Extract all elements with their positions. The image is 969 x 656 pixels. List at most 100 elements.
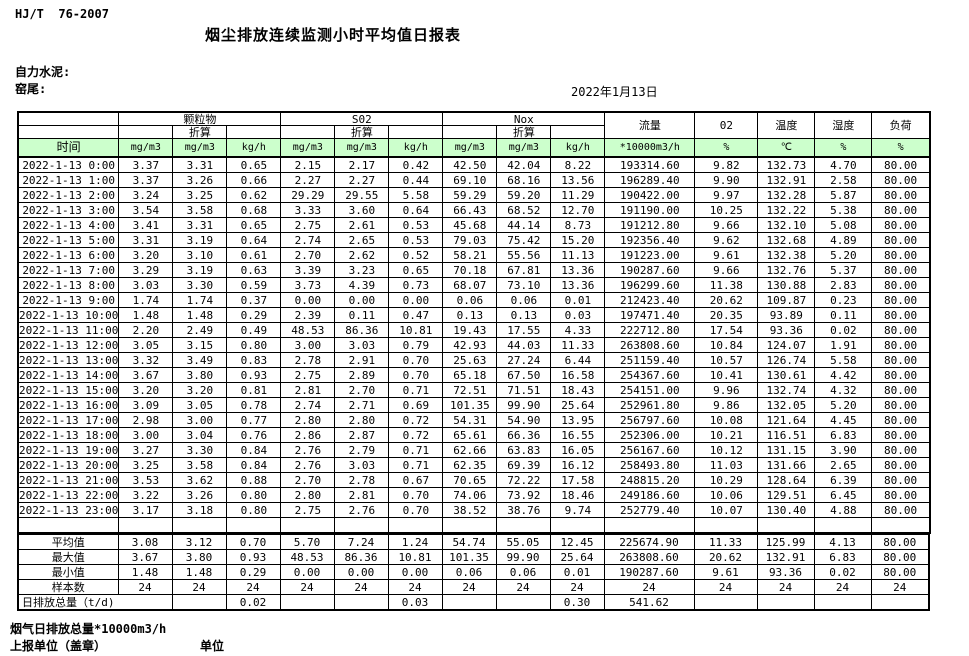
- value-cell: 3.60: [334, 202, 390, 218]
- value-cell: 17.54: [694, 322, 759, 338]
- value-cell: 196289.40: [604, 172, 696, 188]
- value-cell: 38.52: [442, 502, 498, 518]
- value-cell: 86.36: [334, 322, 390, 338]
- value-cell: 2.80: [280, 487, 336, 503]
- value-cell: 10.29: [694, 472, 759, 488]
- summary-value-cell: 24: [756, 579, 815, 595]
- empty-cell: [118, 517, 174, 534]
- unit-cell: %: [694, 138, 759, 158]
- value-cell: 6.45: [814, 487, 873, 503]
- value-cell: 9.86: [694, 397, 759, 413]
- summary-value-cell: 48.53: [279, 549, 335, 565]
- summary-label: 平均值: [17, 533, 119, 550]
- value-cell: 2.74: [280, 397, 336, 413]
- value-cell: 80.00: [871, 247, 931, 263]
- value-cell: 5.87: [814, 187, 873, 203]
- data-row: 2022-1-13 13:00 3.32 3.49 0.83 2.78 2.91 0.70 2…: [17, 352, 931, 368]
- value-cell: 75.42: [496, 232, 552, 248]
- value-cell: 11.13: [550, 247, 606, 263]
- value-cell: 12.70: [550, 202, 606, 218]
- value-cell: 18.46: [550, 487, 606, 503]
- value-cell: 2.17: [334, 156, 390, 173]
- value-cell: 2.79: [334, 442, 390, 458]
- value-cell: 16.12: [550, 457, 606, 473]
- header-empty: [442, 125, 498, 139]
- value-cell: 3.41: [118, 217, 174, 233]
- value-cell: 2.70: [280, 247, 336, 263]
- value-cell: 0.81: [226, 382, 282, 398]
- value-cell: 2.62: [334, 247, 390, 263]
- value-cell: 10.84: [694, 337, 759, 353]
- summary-row: 样本数 24 24 24 24 24 24 24 24 24 24 24 24 24 24: [17, 579, 930, 595]
- value-cell: 132.73: [757, 156, 816, 173]
- value-cell: 80.00: [871, 472, 931, 488]
- value-cell: 212423.40: [604, 292, 696, 308]
- main-data-table: 颗粒物 S02 Nox 流量 02 温度 湿度 负荷 折算 折算 折算: [17, 111, 931, 534]
- value-cell: 1.91: [814, 337, 873, 353]
- value-cell: 191212.80: [604, 217, 696, 233]
- value-cell: 0.64: [226, 232, 282, 248]
- value-cell: 10.06: [694, 487, 759, 503]
- summary-value-cell: 10.81: [387, 549, 443, 565]
- summary-value-cell: 24: [870, 579, 930, 595]
- value-cell: 4.88: [814, 502, 873, 518]
- header-group-row: 颗粒物 S02 Nox 流量 02 温度 湿度 负荷: [17, 111, 931, 139]
- unit-cell: kg/h: [550, 138, 606, 158]
- value-cell: 2.86: [280, 427, 336, 443]
- value-cell: 0.76: [226, 427, 282, 443]
- value-cell: 3.73: [280, 277, 336, 293]
- header-empty: [388, 125, 444, 139]
- value-cell: 4.32: [814, 382, 873, 398]
- summary-value-cell: 9.61: [693, 564, 758, 580]
- value-cell: 70.65: [442, 472, 498, 488]
- value-cell: 2.80: [334, 412, 390, 428]
- value-cell: 9.96: [694, 382, 759, 398]
- value-cell: 80.00: [871, 427, 931, 443]
- value-cell: 128.64: [757, 472, 816, 488]
- summary-value-cell: 0.02: [225, 594, 281, 611]
- value-cell: 0.70: [388, 502, 444, 518]
- time-cell: 2022-1-13 8:00: [17, 277, 120, 293]
- value-cell: 48.53: [280, 322, 336, 338]
- value-cell: 2.78: [280, 352, 336, 368]
- value-cell: 80.00: [871, 367, 931, 383]
- value-cell: 3.03: [118, 277, 174, 293]
- time-cell: 2022-1-13 17:00: [17, 412, 120, 428]
- value-cell: 5.20: [814, 247, 873, 263]
- summary-value-cell: 80.00: [870, 549, 930, 565]
- time-cell: 2022-1-13 12:00: [17, 337, 120, 353]
- value-cell: 101.35: [442, 397, 498, 413]
- value-cell: 0.88: [226, 472, 282, 488]
- empty-cell: [694, 517, 759, 534]
- footer-flue-total: 烟气日排放总量*10000m3/h: [10, 622, 167, 636]
- value-cell: 254367.60: [604, 367, 696, 383]
- time-cell: 2022-1-13 2:00: [17, 187, 120, 203]
- value-cell: 0.77: [226, 412, 282, 428]
- value-cell: 0.72: [388, 412, 444, 428]
- value-cell: 130.88: [757, 277, 816, 293]
- value-cell: 5.58: [388, 187, 444, 203]
- summary-value-cell: 80.00: [870, 564, 930, 580]
- value-cell: 0.70: [388, 487, 444, 503]
- value-cell: 72.22: [496, 472, 552, 488]
- data-row: 2022-1-13 18:00 3.00 3.04 0.76 2.86 2.87 0.72 6…: [17, 427, 931, 443]
- value-cell: 3.32: [118, 352, 174, 368]
- summary-value-cell: 24: [441, 579, 497, 595]
- value-cell: 0.00: [280, 292, 336, 308]
- header-group-pm: 颗粒物: [118, 111, 282, 126]
- footer-unit-label: 单位: [200, 639, 225, 653]
- value-cell: 3.31: [118, 232, 174, 248]
- value-cell: 132.68: [757, 232, 816, 248]
- data-row: 2022-1-13 23:00 3.17 3.18 0.80 2.75 2.76 0.70 3…: [17, 502, 931, 518]
- data-row: 2022-1-13 1:00 3.37 3.26 0.66 2.27 2.27 0.44 69…: [17, 172, 931, 188]
- time-cell: 2022-1-13 15:00: [17, 382, 120, 398]
- header-o2: 02: [694, 111, 759, 139]
- value-cell: 0.93: [226, 367, 282, 383]
- value-cell: 131.66: [757, 457, 816, 473]
- time-cell: 2022-1-13 20:00: [17, 457, 120, 473]
- value-cell: 252306.00: [604, 427, 696, 443]
- summary-value-cell: 0.06: [495, 564, 551, 580]
- value-cell: 3.90: [814, 442, 873, 458]
- summary-value-cell: 1.48: [171, 564, 227, 580]
- value-cell: 19.43: [442, 322, 498, 338]
